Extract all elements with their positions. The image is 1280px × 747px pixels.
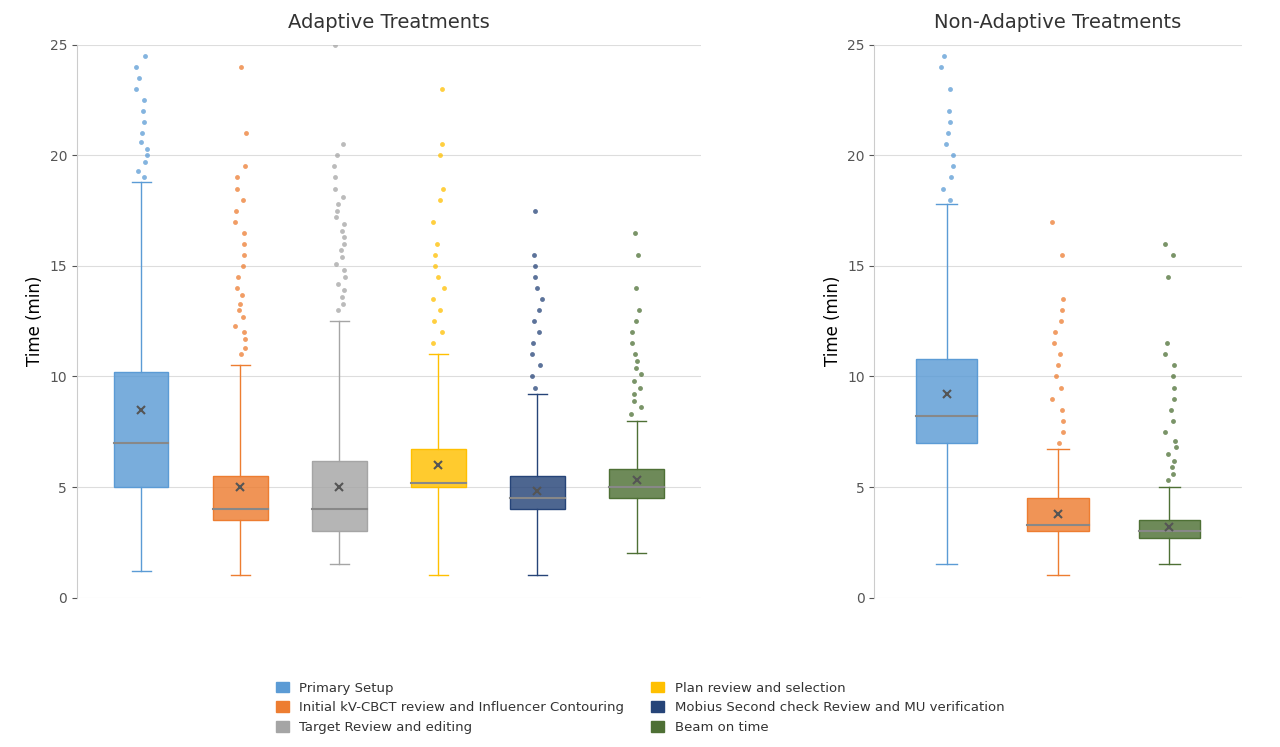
Bar	[916, 359, 978, 443]
Bar	[411, 450, 466, 487]
Bar	[114, 372, 169, 487]
Bar	[411, 450, 466, 487]
Bar	[609, 469, 664, 498]
Y-axis label: Time (min): Time (min)	[823, 276, 841, 366]
Bar	[312, 460, 366, 531]
Bar	[1139, 520, 1199, 538]
Bar	[916, 359, 978, 443]
Y-axis label: Time (min): Time (min)	[26, 276, 44, 366]
Title: Non-Adaptive Treatments: Non-Adaptive Treatments	[934, 13, 1181, 32]
Bar	[1028, 498, 1088, 531]
Bar	[312, 460, 366, 531]
Bar	[1028, 498, 1088, 531]
Bar	[114, 372, 169, 487]
Bar	[609, 469, 664, 498]
Legend: Primary Setup, Initial kV-CBCT review and Influencer Contouring, Target Review a: Primary Setup, Initial kV-CBCT review an…	[269, 675, 1011, 740]
Bar	[1139, 520, 1199, 538]
Bar	[212, 476, 268, 520]
Bar	[212, 476, 268, 520]
Title: Adaptive Treatments: Adaptive Treatments	[288, 13, 490, 32]
Bar	[511, 476, 564, 509]
Bar	[511, 476, 564, 509]
